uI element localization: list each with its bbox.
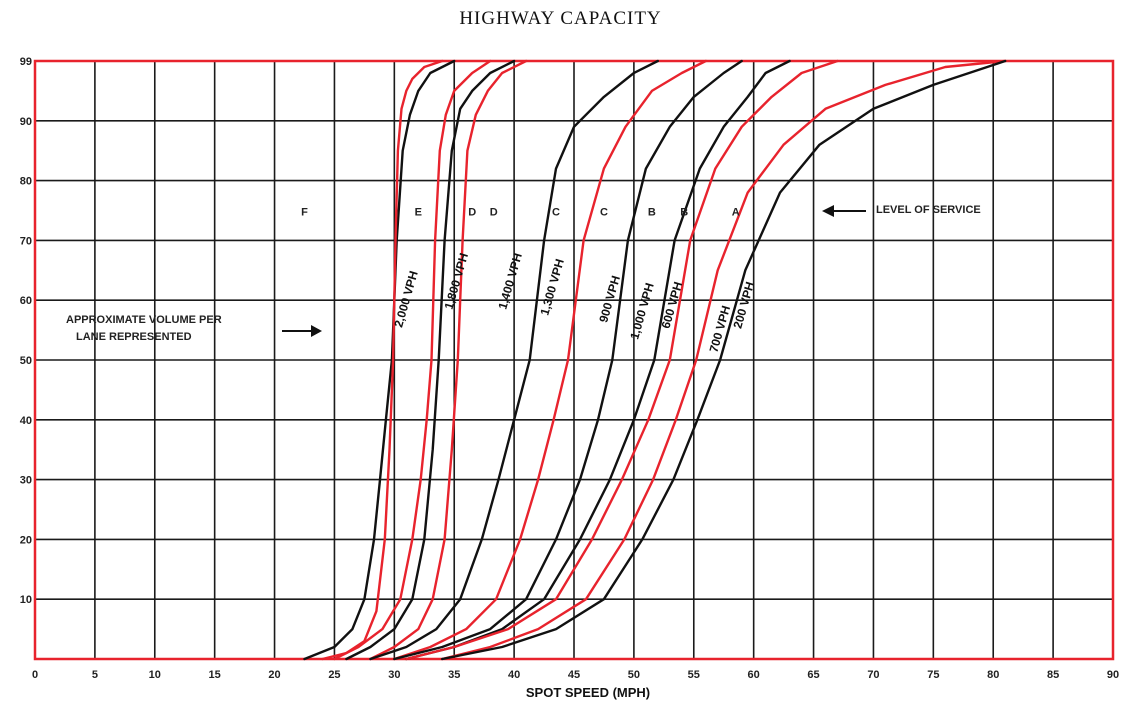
x-tick-label: 60: [748, 669, 760, 681]
x-tick-label: 75: [927, 669, 939, 681]
chart-ticks: 0 5 10 15 20 25 30 35 40 45 50 55 60 65 70 75 80 85 90 10 20…: [20, 56, 1119, 681]
los-letter: B: [648, 206, 656, 218]
series-line: 1,800 VPH: [333, 59, 492, 661]
curve-label: 1,400 VPH: [495, 251, 524, 311]
x-tick-label: 15: [209, 669, 221, 681]
x-tick-label: 5: [92, 669, 98, 681]
x-tick-label: 80: [987, 669, 999, 681]
los-letter: E: [415, 206, 422, 218]
series-line: 1,000 VPH: [393, 59, 743, 661]
y-tick-label: 10: [20, 594, 32, 606]
chart-annotations: LEVEL OF SERVICE APPROXIMATE VOLUME PER …: [66, 204, 981, 343]
x-tick-label: 85: [1047, 669, 1059, 681]
x-tick-label: 35: [448, 669, 460, 681]
x-tick-label: 30: [388, 669, 400, 681]
level-of-service-arrow: [822, 205, 866, 217]
x-tick-label: 65: [807, 669, 819, 681]
series-line: 2,000 VPH: [321, 59, 444, 661]
los-letter: D: [468, 206, 476, 218]
y-tick-label: 50: [20, 355, 32, 367]
series-line: 200 VPH: [441, 59, 1007, 661]
los-letter: B: [680, 206, 688, 218]
los-letter: D: [490, 206, 498, 218]
series-line: 700 VPH: [441, 59, 1007, 661]
x-tick-label: 20: [268, 669, 280, 681]
x-tick-label: 45: [568, 669, 580, 681]
los-letter: C: [552, 206, 560, 218]
x-tick-label: 55: [688, 669, 700, 681]
y-tick-label: 80: [20, 176, 32, 188]
x-tick-label: 0: [32, 669, 38, 681]
x-axis-label: SPOT SPEED (MPH): [526, 685, 650, 700]
x-tick-label: 25: [328, 669, 340, 681]
approx-volume-arrow: [282, 325, 322, 337]
series-line: 1,400 VPH: [369, 59, 528, 661]
y-tick-label: 70: [20, 235, 32, 247]
approx-volume-label-line2: LANE REPRESENTED: [76, 331, 192, 343]
los-letter: C: [600, 206, 608, 218]
plot-frame: [33, 59, 1115, 661]
y-tick-label: 20: [20, 534, 32, 546]
y-tick-label: 99: [20, 56, 32, 68]
series-line: 600 VPH: [405, 59, 839, 661]
series-line: 900 VPH: [393, 59, 707, 661]
x-tick-label: 10: [149, 669, 161, 681]
page-title: HIGHWAY CAPACITY: [459, 8, 662, 29]
series-line: 1,300 VPH: [369, 59, 659, 661]
curve-label: 1,000 VPH: [627, 281, 656, 341]
series-line: 400 VPH: [405, 59, 791, 661]
x-tick-label: 40: [508, 669, 520, 681]
los-letter: A: [732, 206, 740, 218]
y-tick-label: 30: [20, 475, 32, 487]
x-tick-label: 90: [1107, 669, 1119, 681]
x-tick-label: 50: [628, 669, 640, 681]
chart-grid: [33, 59, 1115, 661]
y-tick-label: 40: [20, 415, 32, 427]
approx-volume-label-line1: APPROXIMATE VOLUME PER: [66, 314, 222, 326]
series-line: 2,000 VPH: [303, 59, 456, 661]
x-tick-label: 70: [867, 669, 879, 681]
y-tick-label: 90: [20, 116, 32, 128]
y-tick-label: 60: [20, 295, 32, 307]
los-letter: F: [301, 206, 308, 218]
curve-label: 1,800 VPH: [442, 251, 471, 311]
series-line: 1,800 VPH: [345, 59, 516, 661]
level-of-service-label: LEVEL OF SERVICE: [876, 204, 981, 216]
